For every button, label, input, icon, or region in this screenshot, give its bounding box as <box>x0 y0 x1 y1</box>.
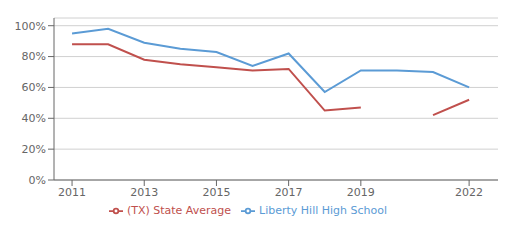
svg-text:2013: 2013 <box>130 186 158 199</box>
svg-text:20%: 20% <box>22 143 46 156</box>
svg-text:2022: 2022 <box>455 186 483 199</box>
svg-text:40%: 40% <box>22 112 46 125</box>
svg-text:0%: 0% <box>29 174 46 187</box>
svg-text:2017: 2017 <box>275 186 303 199</box>
svg-text:2019: 2019 <box>347 186 375 199</box>
html-text:Liberty Hill High School: Liberty Hill High School <box>259 204 388 217</box>
html-text:(TX) State Average: (TX) State Average <box>126 204 231 217</box>
svg-text:80%: 80% <box>22 50 46 63</box>
svg-text:60%: 60% <box>22 81 46 94</box>
svg-text:2011: 2011 <box>58 186 86 199</box>
svg-text:2015: 2015 <box>202 186 230 199</box>
svg-text:100%: 100% <box>15 20 46 33</box>
